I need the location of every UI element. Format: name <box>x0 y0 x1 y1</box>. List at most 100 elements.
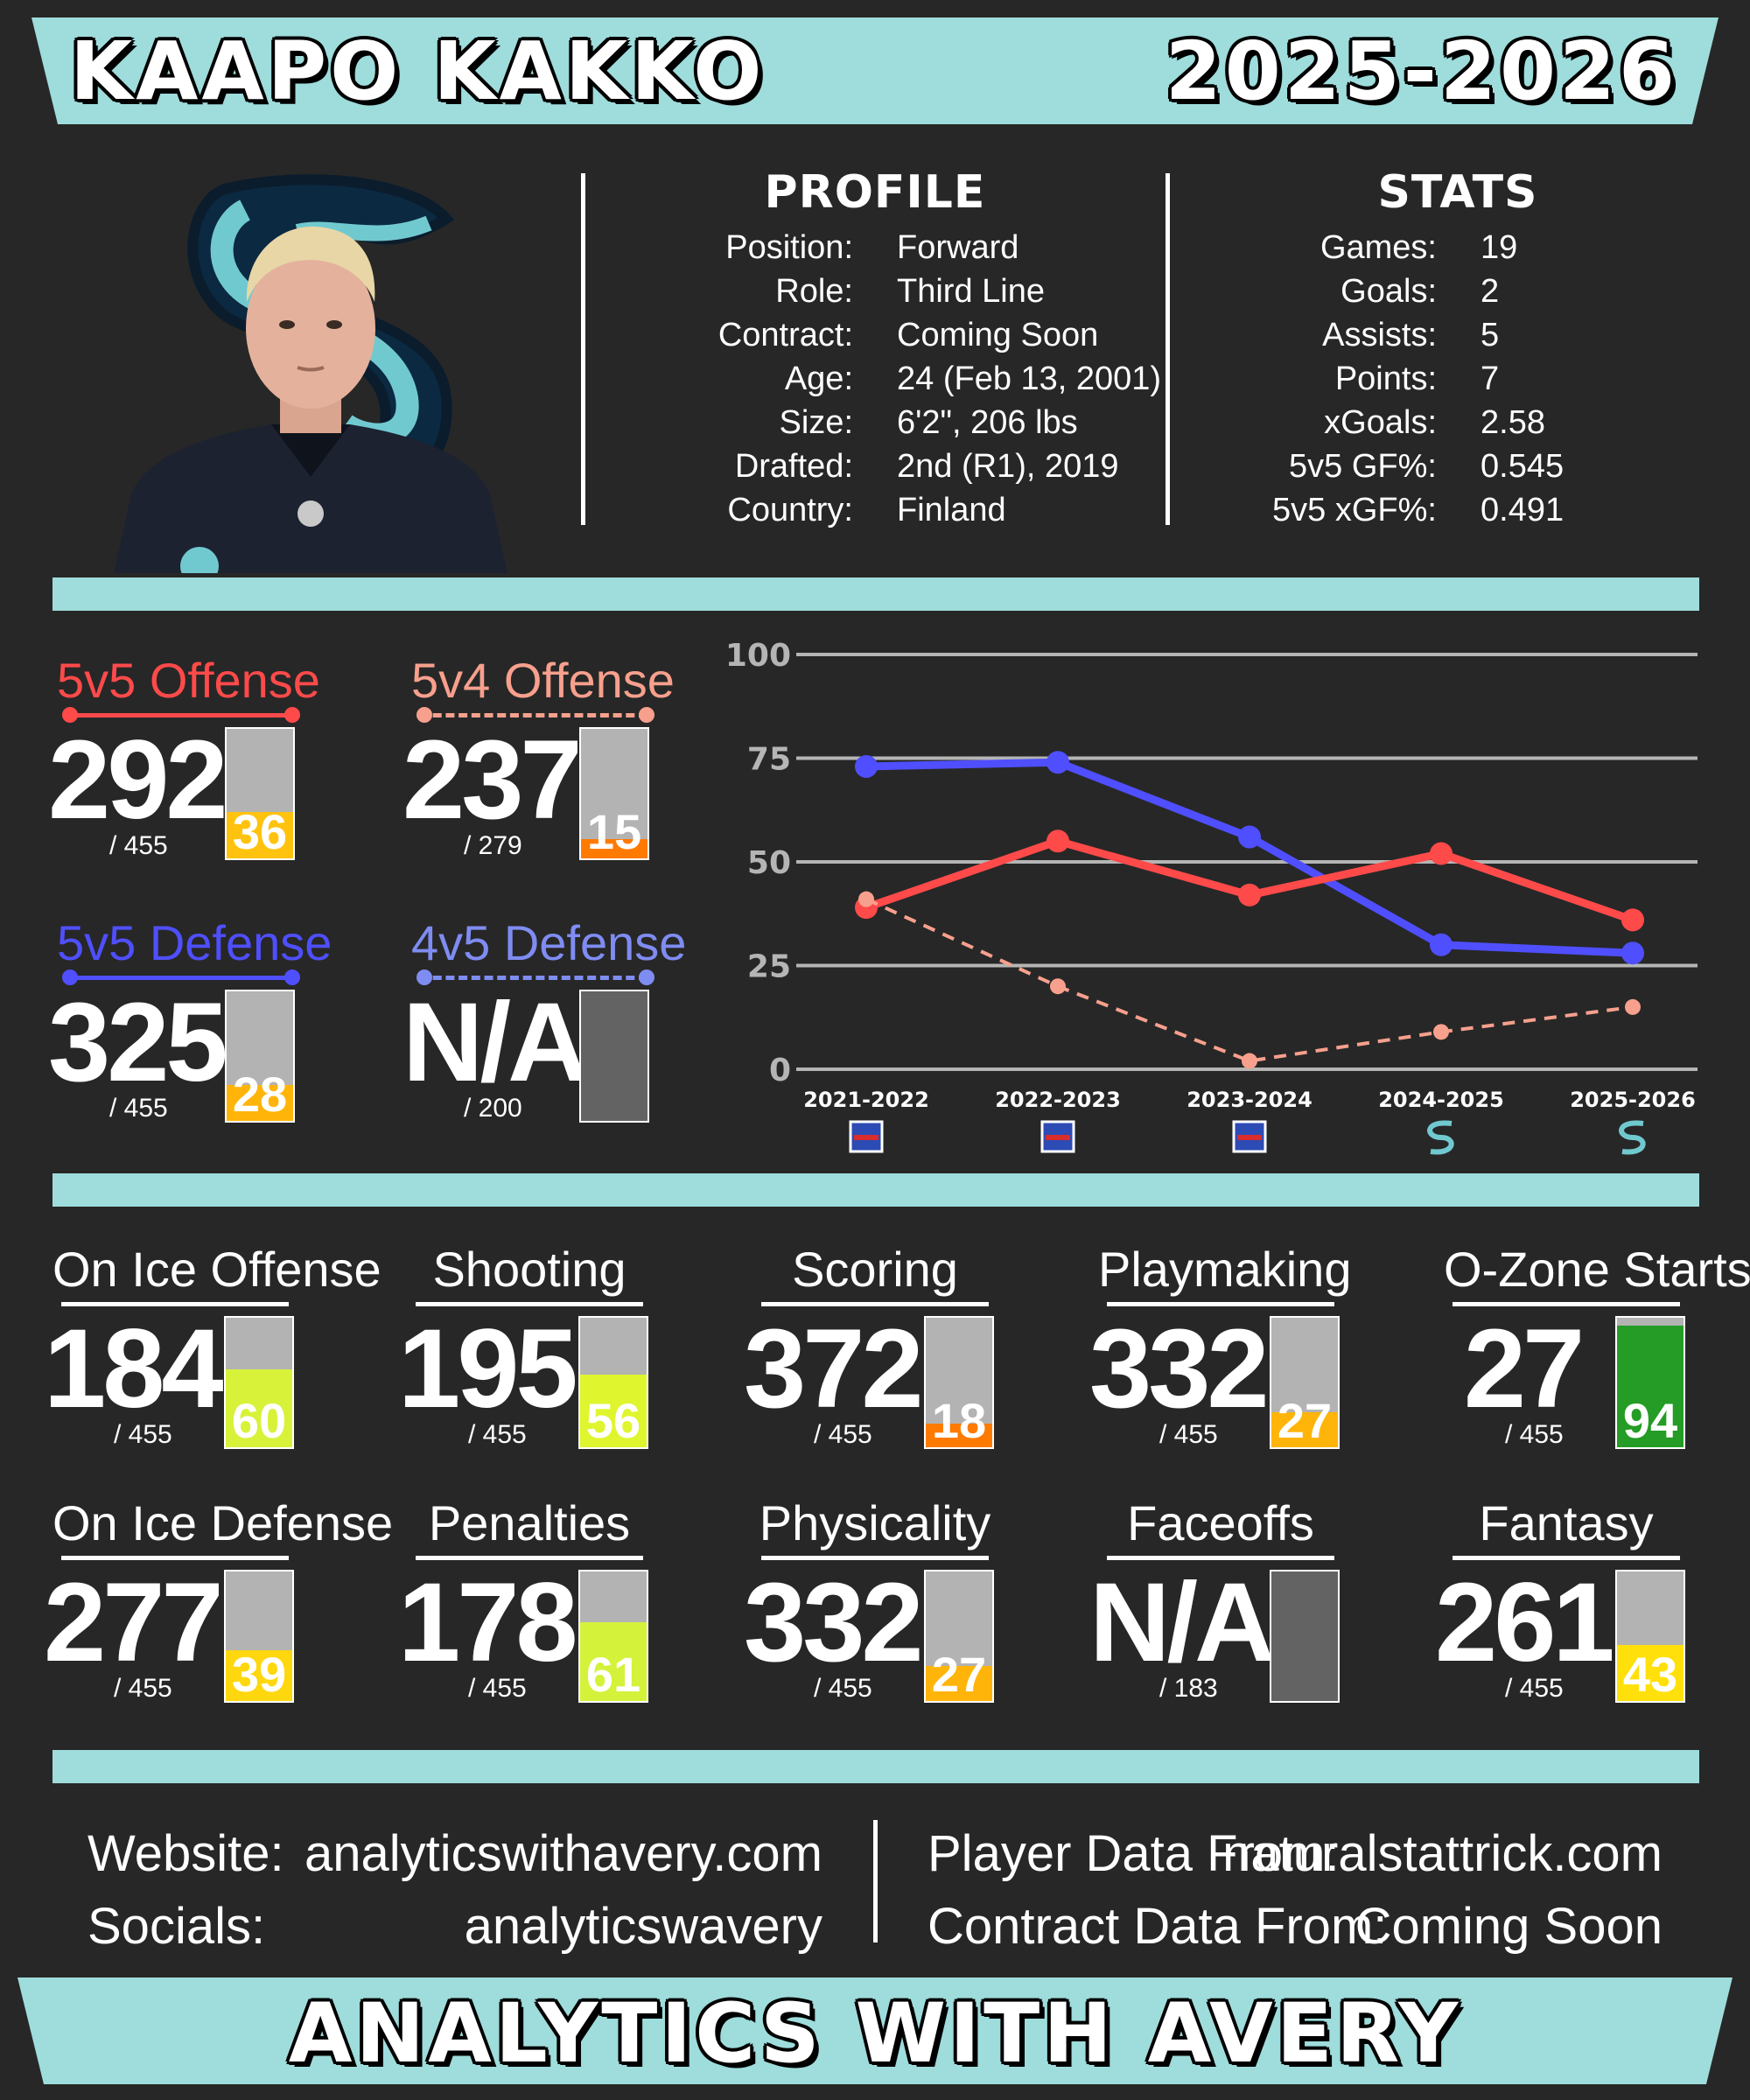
series-point <box>1242 1053 1257 1069</box>
metric-title: 5v4 Offense <box>411 653 675 708</box>
brand-title: ANALYTICS WITH AVERY <box>288 1986 1462 2082</box>
percentile-bar-fill <box>926 1666 992 1701</box>
series-point <box>1433 1024 1449 1040</box>
stats-key: xGoals: <box>1324 404 1437 441</box>
metric-rank: N/A <box>402 980 588 1105</box>
series-point <box>1621 908 1644 932</box>
stats-value: 0.545 <box>1480 448 1564 485</box>
metric-title: Scoring <box>792 1242 958 1297</box>
series-point <box>1046 830 1069 853</box>
percentile-bar: 15 <box>579 727 649 860</box>
footer-divider <box>873 1820 878 1942</box>
underline-dot <box>62 970 78 985</box>
percentile-value: 60 <box>231 1393 287 1448</box>
contract-data-source: Coming Soon <box>1354 1898 1662 1955</box>
series-point <box>858 891 874 907</box>
series-line <box>864 836 1634 924</box>
percentile-bar-fill <box>227 811 293 858</box>
series-point <box>1046 751 1069 774</box>
kraken-logo-icon <box>1619 1120 1646 1155</box>
metric-underline <box>1452 1556 1680 1560</box>
player-data-source[interactable]: naturalstattrick.com <box>1222 1825 1662 1882</box>
percentile-bar-fill <box>926 1424 992 1447</box>
series-point <box>1625 998 1641 1015</box>
x-tick-label: 2025-2026 <box>1570 1088 1696 1112</box>
metric-underline <box>420 976 648 980</box>
metric-rank-total: / 455 <box>1505 1420 1564 1449</box>
profile-value: 24 (Feb 13, 2001) <box>897 360 1162 397</box>
metric-underline <box>420 713 648 718</box>
underline-dot <box>62 707 78 723</box>
metric-rank-total: / 455 <box>109 1094 168 1123</box>
percentile-value: 28 <box>232 1067 288 1122</box>
profile-key: Contract: <box>718 317 853 354</box>
metric-underline <box>416 1302 643 1306</box>
metric-rank: 325 <box>48 980 228 1105</box>
percentile-bar: 28 <box>225 990 295 1123</box>
percentile-value: 18 <box>931 1393 987 1448</box>
metric-underline <box>61 1556 289 1560</box>
y-tick-label: 100 <box>725 638 791 674</box>
percentile-bar-fill <box>1617 1325 1684 1447</box>
profile-key: Age: <box>784 360 853 397</box>
percentile-bar-fill <box>227 1084 293 1121</box>
metric-title: 5v5 Defense <box>57 915 332 970</box>
x-tick-label: 2024-2025 <box>1378 1088 1504 1112</box>
metric-title: On Ice Offense <box>52 1242 382 1297</box>
socials-label: Socials: <box>88 1898 266 1955</box>
metric-rank: 178 <box>398 1560 578 1685</box>
x-tick-label: 2021-2022 <box>803 1088 929 1112</box>
metric-title: Fantasy <box>1479 1495 1654 1550</box>
percentile-bar: 27 <box>924 1570 994 1703</box>
percentile-bar: 27 <box>1270 1316 1340 1449</box>
percentile-value: 27 <box>931 1647 987 1702</box>
metric-title: Penalties <box>428 1495 631 1550</box>
socials-handle[interactable]: analyticswavery <box>464 1898 822 1955</box>
stats-value: 2.58 <box>1480 404 1545 441</box>
series-point <box>1621 942 1644 965</box>
metric-rank-total: / 200 <box>464 1094 522 1123</box>
series-point <box>1238 825 1261 849</box>
metric-rank: 27 <box>1463 1306 1585 1432</box>
percentile-bar: 39 <box>224 1570 294 1703</box>
metric-title: 4v5 Defense <box>411 915 687 970</box>
percentile-bar <box>1270 1570 1340 1703</box>
series-point <box>1050 978 1066 995</box>
percentile-bar-fill <box>581 838 648 858</box>
percentile-bar: 94 <box>1615 1316 1685 1449</box>
metric-title: Shooting <box>432 1242 626 1297</box>
underline-dot <box>416 707 432 723</box>
profile-value: Coming Soon <box>897 317 1099 354</box>
x-tick-label: 2023-2024 <box>1186 1088 1312 1112</box>
percentile-bar-fill <box>580 1375 647 1447</box>
metric-rank-total: / 455 <box>468 1420 527 1449</box>
kraken-logo-icon <box>1427 1120 1454 1155</box>
stats-key: Goals: <box>1340 273 1437 310</box>
stats-key: 5v5 xGF%: <box>1272 492 1437 528</box>
metric-rank: 372 <box>744 1306 924 1432</box>
metric-underline <box>761 1556 989 1560</box>
metric-underline <box>66 713 293 718</box>
trend-chart-svg: 0 25 50 75 100 2021-2022 2022-2023 2023-2024 202… <box>725 638 1698 1155</box>
percentile-trend-chart: 0 25 50 75 100 2021-2022 2022-2023 2023-2024 202… <box>718 621 1706 1164</box>
website-label: Website: <box>88 1825 284 1882</box>
profile-title: PROFILE <box>764 166 986 219</box>
percentile-bar: 18 <box>924 1316 994 1449</box>
metric-rank: 195 <box>398 1306 578 1432</box>
website-link[interactable]: analyticswithavery.com <box>304 1825 822 1882</box>
stats-key: Games: <box>1320 229 1437 266</box>
metric-rank-total: / 455 <box>814 1420 872 1449</box>
player-name: KAAPO KAKKO <box>70 24 766 118</box>
profile-value: Finland <box>897 492 1006 528</box>
stats-value: 5 <box>1480 317 1500 354</box>
metric-title: On Ice Defense <box>52 1495 394 1550</box>
percentile-value: 61 <box>585 1647 641 1702</box>
player-data-label: Player Data From: <box>928 1825 1340 1882</box>
section-divider-1 <box>52 578 1699 611</box>
season-label: 2025-2026 <box>1165 24 1678 118</box>
y-tick-label: 0 <box>769 1053 791 1088</box>
kraken-logo-icon <box>114 174 508 585</box>
x-tick-label: 2022-2023 <box>995 1088 1121 1112</box>
profile-value: Forward <box>897 229 1019 266</box>
metric-rank-total: / 455 <box>109 831 168 860</box>
